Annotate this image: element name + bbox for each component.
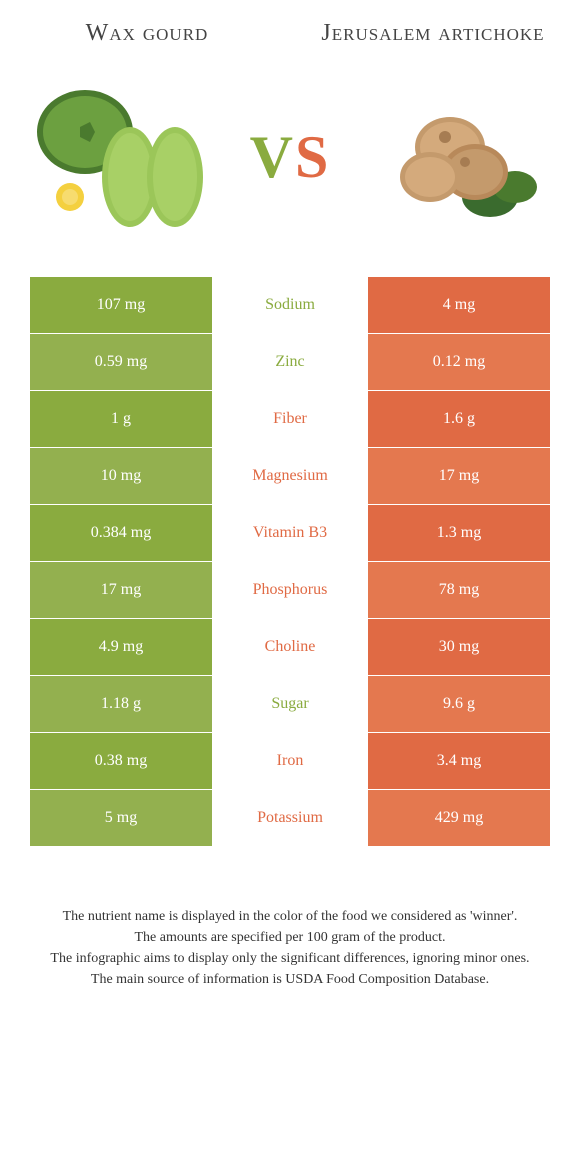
right-value: 1.3 mg bbox=[368, 505, 550, 561]
nutrient-name: Zinc bbox=[212, 334, 368, 390]
nutrient-name: Choline bbox=[212, 619, 368, 675]
table-row: 1.18 gSugar9.6 g bbox=[30, 676, 550, 732]
left-value: 1.18 g bbox=[30, 676, 212, 732]
footer-notes: The nutrient name is displayed in the co… bbox=[30, 906, 550, 990]
nutrient-name: Magnesium bbox=[212, 448, 368, 504]
header: Wax gourd Jerusalem artichoke bbox=[30, 20, 550, 47]
table-row: 0.384 mgVitamin B31.3 mg bbox=[30, 505, 550, 561]
left-food-image bbox=[30, 77, 220, 237]
table-row: 5 mgPotassium429 mg bbox=[30, 790, 550, 846]
left-value: 0.38 mg bbox=[30, 733, 212, 789]
table-row: 0.38 mgIron3.4 mg bbox=[30, 733, 550, 789]
right-value: 4 mg bbox=[368, 277, 550, 333]
left-value: 5 mg bbox=[30, 790, 212, 846]
right-value: 17 mg bbox=[368, 448, 550, 504]
table-row: 10 mgMagnesium17 mg bbox=[30, 448, 550, 504]
right-value: 0.12 mg bbox=[368, 334, 550, 390]
nutrient-table: 107 mgSodium4 mg0.59 mgZinc0.12 mg1 gFib… bbox=[30, 277, 550, 846]
right-value: 429 mg bbox=[368, 790, 550, 846]
left-value: 0.384 mg bbox=[30, 505, 212, 561]
left-value: 10 mg bbox=[30, 448, 212, 504]
left-value: 0.59 mg bbox=[30, 334, 212, 390]
right-value: 9.6 g bbox=[368, 676, 550, 732]
left-value: 17 mg bbox=[30, 562, 212, 618]
table-row: 0.59 mgZinc0.12 mg bbox=[30, 334, 550, 390]
nutrient-name: Iron bbox=[212, 733, 368, 789]
table-row: 17 mgPhosphorus78 mg bbox=[30, 562, 550, 618]
footer-line: The main source of information is USDA F… bbox=[40, 969, 540, 990]
footer-line: The infographic aims to display only the… bbox=[40, 948, 540, 969]
left-food-title: Wax gourd bbox=[30, 20, 264, 47]
right-value: 1.6 g bbox=[368, 391, 550, 447]
nutrient-name: Potassium bbox=[212, 790, 368, 846]
nutrient-name: Fiber bbox=[212, 391, 368, 447]
table-row: 107 mgSodium4 mg bbox=[30, 277, 550, 333]
vs-s: S bbox=[295, 124, 330, 190]
images-row: VS bbox=[30, 67, 550, 247]
vs-label: VS bbox=[250, 123, 331, 192]
footer-line: The amounts are specified per 100 gram o… bbox=[40, 927, 540, 948]
right-value: 30 mg bbox=[368, 619, 550, 675]
vs-v: V bbox=[250, 124, 295, 190]
right-food-image bbox=[360, 77, 550, 237]
nutrient-name: Phosphorus bbox=[212, 562, 368, 618]
right-value: 78 mg bbox=[368, 562, 550, 618]
right-value: 3.4 mg bbox=[368, 733, 550, 789]
left-value: 107 mg bbox=[30, 277, 212, 333]
footer-line: The nutrient name is displayed in the co… bbox=[40, 906, 540, 927]
nutrient-name: Vitamin B3 bbox=[212, 505, 368, 561]
left-value: 1 g bbox=[30, 391, 212, 447]
right-food-title: Jerusalem artichoke bbox=[316, 20, 550, 47]
table-row: 4.9 mgCholine30 mg bbox=[30, 619, 550, 675]
left-value: 4.9 mg bbox=[30, 619, 212, 675]
nutrient-name: Sugar bbox=[212, 676, 368, 732]
table-row: 1 gFiber1.6 g bbox=[30, 391, 550, 447]
nutrient-name: Sodium bbox=[212, 277, 368, 333]
